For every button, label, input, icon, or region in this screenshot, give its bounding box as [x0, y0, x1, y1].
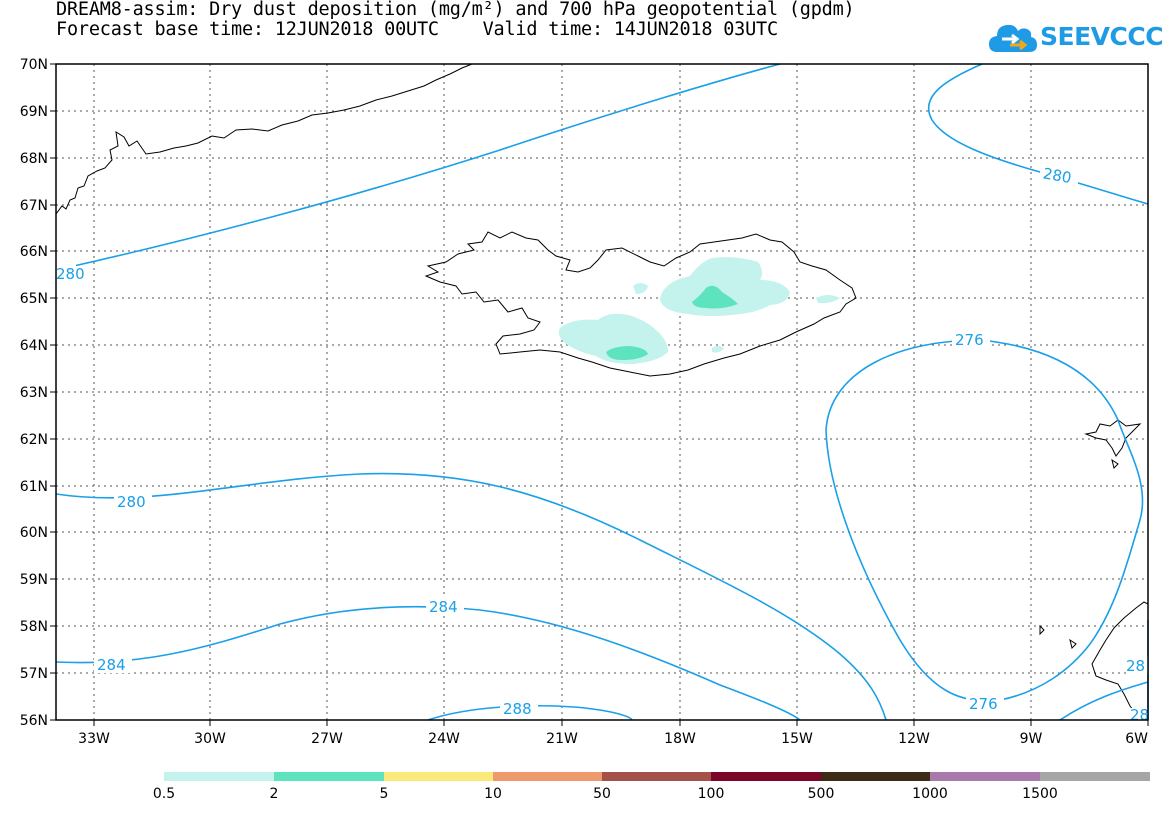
- svg-text:68N: 68N: [20, 151, 48, 167]
- colorbar-label: 100: [697, 786, 725, 802]
- colorbar-swatch-3: [384, 772, 493, 781]
- svg-text:70N: 70N: [20, 57, 48, 73]
- colorbar-label: 0.5: [152, 786, 176, 802]
- colorbar-label: 500: [807, 786, 835, 802]
- svg-text:24W: 24W: [428, 731, 460, 747]
- contour-276: [825, 339, 1149, 721]
- svg-text:276: 276: [955, 331, 984, 349]
- svg-text:28: 28: [1130, 706, 1149, 724]
- svg-text:63N: 63N: [20, 385, 48, 401]
- svg-text:64N: 64N: [20, 338, 48, 354]
- svg-text:9W: 9W: [1020, 731, 1043, 747]
- svg-text:21W: 21W: [546, 731, 578, 747]
- dust-deposition-shading: [558, 257, 840, 364]
- colorbar-swatch-6: [711, 772, 821, 781]
- colorbar-label: 2: [269, 786, 279, 802]
- title-line-2: Forecast base time: 12JUN2018 00UTC Vali…: [56, 19, 778, 40]
- title-line-1: DREAM8-assim: Dry dust deposition (mg/m²…: [56, 0, 855, 20]
- svg-text:66N: 66N: [20, 244, 48, 260]
- seevccc-logo: SEEVCCC: [988, 18, 1168, 58]
- gridlines: [56, 64, 1148, 720]
- svg-text:276: 276: [969, 695, 998, 713]
- colorbar-label: 1500: [1022, 786, 1058, 802]
- contour-280-northeast: [927, 63, 1149, 205]
- svg-text:30W: 30W: [194, 731, 226, 747]
- svg-text:61N: 61N: [20, 479, 48, 495]
- svg-text:60N: 60N: [20, 525, 48, 541]
- svg-text:6W: 6W: [1125, 731, 1148, 747]
- svg-text:65N: 65N: [20, 291, 48, 307]
- svg-text:288: 288: [503, 700, 532, 718]
- svg-text:57N: 57N: [20, 666, 48, 682]
- svg-text:280: 280: [117, 493, 146, 511]
- colorbar-label: 1000: [912, 786, 948, 802]
- colorbar-swatch-7: [821, 772, 930, 781]
- cloud-arrow-icon: [989, 24, 1037, 52]
- longitude-labels: 33W 30W 27W 24W 21W 18W 15W 12W 9W 6W: [78, 731, 1148, 747]
- svg-text:284: 284: [429, 598, 458, 616]
- svg-text:15W: 15W: [781, 731, 813, 747]
- svg-text:62N: 62N: [20, 432, 48, 448]
- contour-280-south: [55, 472, 887, 721]
- contour-labels: 280 280 280 284 284 288 276 276 28 28: [56, 164, 1149, 724]
- svg-text:58N: 58N: [20, 619, 48, 635]
- contour-280-north: [55, 63, 781, 271]
- colorbar-swatch-8: [930, 772, 1040, 781]
- contour-284: [55, 605, 801, 721]
- svg-text:28: 28: [1126, 657, 1145, 675]
- svg-text:56N: 56N: [20, 713, 48, 729]
- colorbar-label: 50: [593, 786, 611, 802]
- svg-text:27W: 27W: [311, 731, 343, 747]
- svg-text:18W: 18W: [664, 731, 696, 747]
- svg-text:12W: 12W: [898, 731, 930, 747]
- logo-text: SEEVCCC: [1040, 22, 1164, 51]
- colorbar-swatch-2: [274, 772, 384, 781]
- latitude-labels: 70N 69N 68N 67N 66N 65N 64N 63N 62N 61N …: [20, 57, 48, 729]
- svg-text:59N: 59N: [20, 572, 48, 588]
- svg-text:280: 280: [56, 265, 85, 283]
- svg-text:33W: 33W: [78, 731, 110, 747]
- colorbar-swatch-5: [602, 772, 711, 781]
- svg-text:69N: 69N: [20, 104, 48, 120]
- svg-text:280: 280: [1042, 164, 1073, 187]
- colorbar-swatch-4: [493, 772, 602, 781]
- svg-text:67N: 67N: [20, 198, 48, 214]
- colorbar-swatch-1: [164, 772, 274, 781]
- axis-ticks: [50, 63, 1149, 726]
- colorbar-label: 5: [379, 786, 389, 802]
- svg-text:284: 284: [97, 656, 126, 674]
- colorbar-label: 10: [484, 786, 502, 802]
- colorbar-swatch-9: [1040, 772, 1150, 781]
- contour-288: [427, 705, 633, 721]
